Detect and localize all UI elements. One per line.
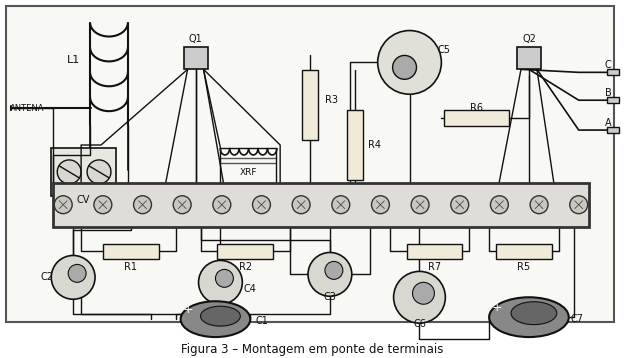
Bar [217, 243, 273, 260]
Circle shape [68, 265, 86, 282]
Text: XRF: XRF [239, 168, 257, 177]
Bar [184, 48, 208, 69]
Bar [607, 69, 619, 75]
Text: R5: R5 [518, 262, 531, 272]
Circle shape [87, 160, 111, 184]
Bar [347, 110, 362, 180]
Text: Q2: Q2 [522, 34, 536, 44]
Circle shape [58, 160, 81, 184]
Bar [51, 148, 116, 196]
Circle shape [392, 55, 416, 79]
Circle shape [412, 282, 434, 304]
Text: R6: R6 [470, 103, 482, 113]
Circle shape [451, 196, 469, 214]
Text: Figura 3 – Montagem em ponte de terminais: Figura 3 – Montagem em ponte de terminai… [181, 343, 443, 355]
Circle shape [394, 271, 446, 323]
Circle shape [332, 196, 350, 214]
Bar [302, 71, 318, 140]
Circle shape [325, 261, 343, 279]
Text: R3: R3 [325, 95, 338, 105]
Circle shape [134, 196, 151, 214]
Text: A: A [604, 118, 611, 128]
Text: C2: C2 [40, 272, 53, 282]
Text: R1: R1 [124, 262, 138, 272]
Bar [53, 183, 589, 227]
Text: C5: C5 [438, 45, 451, 55]
Bar [103, 243, 159, 260]
Text: R7: R7 [428, 262, 441, 272]
Circle shape [51, 256, 95, 299]
Circle shape [570, 196, 588, 214]
Text: C: C [604, 61, 611, 71]
Circle shape [308, 252, 352, 296]
Ellipse shape [511, 302, 557, 325]
Bar [406, 243, 462, 260]
Circle shape [213, 196, 231, 214]
Bar [6, 6, 614, 322]
Text: R2: R2 [239, 262, 252, 272]
Circle shape [371, 196, 389, 214]
Text: +: + [492, 301, 502, 314]
Circle shape [292, 196, 310, 214]
Bar [607, 97, 619, 103]
Bar [444, 110, 509, 126]
Ellipse shape [181, 301, 250, 337]
Text: C3: C3 [324, 292, 336, 302]
Circle shape [253, 196, 271, 214]
Circle shape [216, 269, 233, 287]
Text: C6: C6 [413, 319, 426, 329]
Text: C7: C7 [571, 314, 584, 324]
Ellipse shape [201, 306, 241, 326]
Text: +: + [182, 303, 193, 316]
Circle shape [94, 196, 112, 214]
Circle shape [378, 30, 441, 94]
Circle shape [530, 196, 548, 214]
Circle shape [491, 196, 508, 214]
Text: C4: C4 [243, 284, 256, 294]
Text: L1: L1 [66, 55, 80, 66]
Text: R4: R4 [368, 140, 381, 150]
Circle shape [54, 196, 72, 214]
Text: C1: C1 [255, 316, 268, 326]
Ellipse shape [489, 297, 569, 337]
Bar [607, 127, 619, 133]
Circle shape [411, 196, 429, 214]
Text: CV: CV [76, 195, 90, 205]
Circle shape [199, 260, 242, 304]
Bar [496, 243, 552, 260]
Circle shape [173, 196, 191, 214]
Text: B: B [604, 88, 611, 98]
Bar [517, 48, 541, 69]
Text: ANTENA: ANTENA [9, 104, 44, 113]
Text: Q1: Q1 [189, 34, 202, 44]
